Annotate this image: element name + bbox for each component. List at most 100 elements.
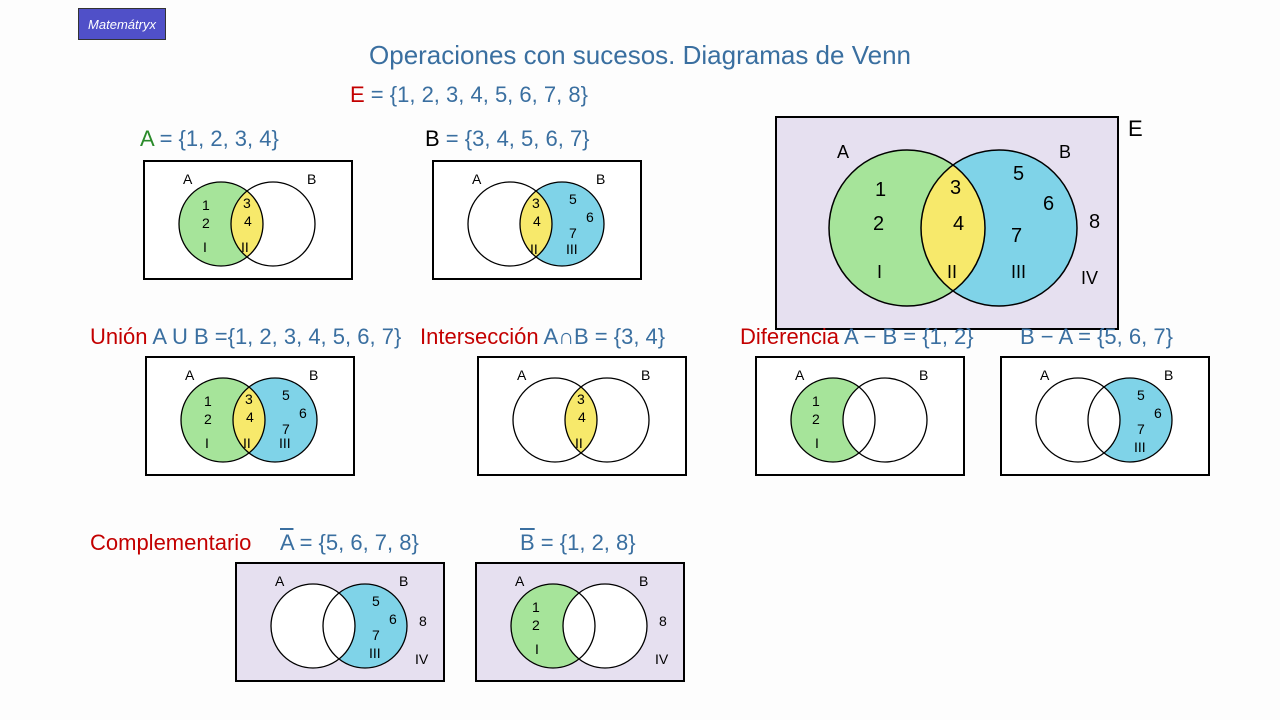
diffBA-eq: B − A = {5, 6, 7} xyxy=(1020,324,1173,350)
comp-A-eq: A = {5, 6, 7, 8} xyxy=(280,530,419,556)
svg-text:B: B xyxy=(919,367,928,383)
venn-B: AB 34 56 7 IIIII xyxy=(432,160,642,280)
svg-text:2: 2 xyxy=(812,411,820,427)
svg-text:III: III xyxy=(279,435,291,451)
svg-text:I: I xyxy=(815,435,819,451)
eq-B: B = {3, 4, 5, 6, 7} xyxy=(425,126,590,152)
svg-text:B: B xyxy=(307,171,316,187)
svg-text:A: A xyxy=(185,367,195,383)
svg-text:B: B xyxy=(309,367,318,383)
svg-text:5: 5 xyxy=(1013,163,1024,185)
svg-text:1: 1 xyxy=(532,599,540,615)
venn-diff-AB: A B 1 2 I xyxy=(755,356,965,476)
svg-text:I: I xyxy=(205,435,209,451)
svg-text:6: 6 xyxy=(1043,193,1054,215)
union-label: Unión A U B ={1, 2, 3, 4, 5, 6, 7} xyxy=(90,324,401,350)
svg-text:II: II xyxy=(241,239,249,255)
diff-word: Diferencia xyxy=(740,324,844,349)
svg-text:4: 4 xyxy=(533,213,541,229)
svg-text:4: 4 xyxy=(953,213,964,235)
comp-A-set: = {5, 6, 7, 8} xyxy=(293,530,418,555)
svg-text:6: 6 xyxy=(389,611,397,627)
svg-text:3: 3 xyxy=(577,391,585,407)
eq-E-var: E xyxy=(350,82,365,107)
venn-union: AB 12 34 56 7 IIIIII xyxy=(145,356,355,476)
inter-label: Intersección A∩B = {3, 4} xyxy=(420,324,665,350)
svg-text:3: 3 xyxy=(243,195,251,211)
svg-text:A: A xyxy=(472,171,482,187)
inter-word: Intersección xyxy=(420,324,544,349)
venn-comp-A: AB 56 78 IIIIV xyxy=(235,562,445,682)
eq-B-set: = {3, 4, 5, 6, 7} xyxy=(440,126,590,151)
comp-B-var: B xyxy=(520,530,535,555)
venn-comp-B: A B 1 2 8 I IV xyxy=(475,562,685,682)
svg-text:6: 6 xyxy=(299,405,307,421)
svg-text:III: III xyxy=(1134,439,1146,455)
svg-text:6: 6 xyxy=(586,209,594,225)
svg-text:B: B xyxy=(596,171,605,187)
svg-text:1: 1 xyxy=(875,179,886,201)
svg-text:A: A xyxy=(515,573,525,589)
svg-text:4: 4 xyxy=(578,409,586,425)
svg-text:I: I xyxy=(203,239,207,255)
svg-text:II: II xyxy=(947,262,957,282)
svg-text:1: 1 xyxy=(204,393,212,409)
svg-text:8: 8 xyxy=(659,613,667,629)
union-eq: A U B ={1, 2, 3, 4, 5, 6, 7} xyxy=(152,324,401,349)
svg-text:III: III xyxy=(1011,262,1026,282)
comp-B-set: = {1, 2, 8} xyxy=(535,530,636,555)
svg-text:B: B xyxy=(639,573,648,589)
eq-A: A = {1, 2, 3, 4} xyxy=(140,126,279,152)
svg-text:7: 7 xyxy=(1011,225,1022,247)
svg-text:II: II xyxy=(530,241,538,257)
svg-text:B: B xyxy=(641,367,650,383)
svg-text:B: B xyxy=(1059,142,1071,162)
svg-text:3: 3 xyxy=(245,391,253,407)
eq-E-set: = {1, 2, 3, 4, 5, 6, 7, 8} xyxy=(365,82,588,107)
svg-text:5: 5 xyxy=(569,191,577,207)
svg-text:5: 5 xyxy=(1137,387,1145,403)
eq-E: E = {1, 2, 3, 4, 5, 6, 7, 8} xyxy=(350,82,588,108)
svg-text:1: 1 xyxy=(812,393,820,409)
page-title: Operaciones con sucesos. Diagramas de Ve… xyxy=(369,40,911,71)
svg-text:2: 2 xyxy=(532,617,540,633)
svg-text:I: I xyxy=(877,262,882,282)
svg-text:A: A xyxy=(275,573,285,589)
svg-text:A: A xyxy=(795,367,805,383)
svg-text:8: 8 xyxy=(419,613,427,629)
comp-B-eq: B = {1, 2, 8} xyxy=(520,530,636,556)
svg-text:7: 7 xyxy=(1137,421,1145,437)
svg-text:8: 8 xyxy=(1089,211,1100,233)
svg-text:III: III xyxy=(566,241,578,257)
comp-label: Complementario xyxy=(90,530,251,556)
venn-intersection: A B 3 4 II xyxy=(477,356,687,476)
svg-text:IV: IV xyxy=(655,651,669,667)
inter-eq: A∩B = {3, 4} xyxy=(544,324,666,349)
svg-text:III: III xyxy=(369,645,381,661)
diff-label: Diferencia A − B = {1, 2} xyxy=(740,324,974,350)
svg-text:4: 4 xyxy=(246,409,254,425)
svg-text:B: B xyxy=(1164,367,1173,383)
eq-A-set: = {1, 2, 3, 4} xyxy=(153,126,278,151)
svg-text:7: 7 xyxy=(372,627,380,643)
svg-text:3: 3 xyxy=(950,177,961,199)
big-venn-box: A B 1 2 3 4 5 6 7 8 I II III IV xyxy=(775,116,1119,330)
union-word: Unión xyxy=(90,324,152,349)
svg-text:5: 5 xyxy=(282,387,290,403)
svg-text:1: 1 xyxy=(202,197,210,213)
svg-text:2: 2 xyxy=(204,411,212,427)
eq-B-var: B xyxy=(425,126,440,151)
svg-text:II: II xyxy=(575,435,583,451)
logo: Matemátryx xyxy=(78,8,166,40)
svg-text:II: II xyxy=(243,435,251,451)
eq-A-var: A xyxy=(140,126,153,151)
svg-text:I: I xyxy=(535,641,539,657)
svg-text:IV: IV xyxy=(1081,268,1098,288)
svg-text:6: 6 xyxy=(1154,405,1162,421)
venn-A: AB 12 34 III xyxy=(143,160,353,280)
svg-text:7: 7 xyxy=(569,225,577,241)
venn-diff-BA: AB 56 7 III xyxy=(1000,356,1210,476)
svg-text:3: 3 xyxy=(532,195,540,211)
svg-text:4: 4 xyxy=(244,213,252,229)
svg-text:A: A xyxy=(517,367,527,383)
